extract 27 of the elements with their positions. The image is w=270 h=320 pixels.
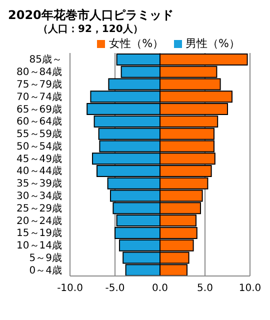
y-tick-label: 40～44歳	[16, 165, 62, 178]
x-tick-label: -5.0	[105, 283, 125, 294]
x-tick-label: 0.0	[152, 283, 168, 294]
y-tick-label: 5～9歳	[29, 252, 62, 264]
y-tick-label: 85歳～	[29, 54, 62, 66]
legend-label: 女性（%）	[109, 37, 164, 50]
y-tick-label: 80～84歳	[16, 66, 62, 78]
y-tick-label: 30～34歳	[16, 190, 62, 202]
y-tick-label: 10～14歳	[16, 240, 62, 252]
y-tick-label: 75～79歳	[16, 78, 62, 91]
y-tick-label: 15～19歳	[16, 227, 62, 240]
y-tick-label: 65～69歳	[16, 103, 62, 116]
chart-subtitle: （人口：92，120人）	[37, 23, 144, 36]
y-tick-label: 55～59歳	[16, 128, 62, 140]
chart-title: 2020年花巻市人口ピラミッド	[8, 8, 174, 23]
y-tick-label: 20～24歳	[16, 214, 62, 227]
y-tick-label: 60～64歳	[16, 116, 62, 128]
y-tick-label: 25～29歳	[16, 202, 62, 214]
y-tick-label: 45～49歳	[16, 152, 62, 165]
x-tick-label: 10.0	[238, 283, 262, 294]
y-tick-label: 0～4歳	[29, 264, 62, 276]
x-tick-label: 5.0	[197, 283, 213, 294]
y-tick-label: 35～39歳	[16, 178, 62, 190]
x-tick-label: -10.0	[57, 283, 83, 294]
y-tick-label: 50～54歳	[16, 140, 62, 152]
legend-label: 男性（%）	[186, 37, 240, 50]
y-tick-label: 70～74歳	[16, 90, 62, 103]
